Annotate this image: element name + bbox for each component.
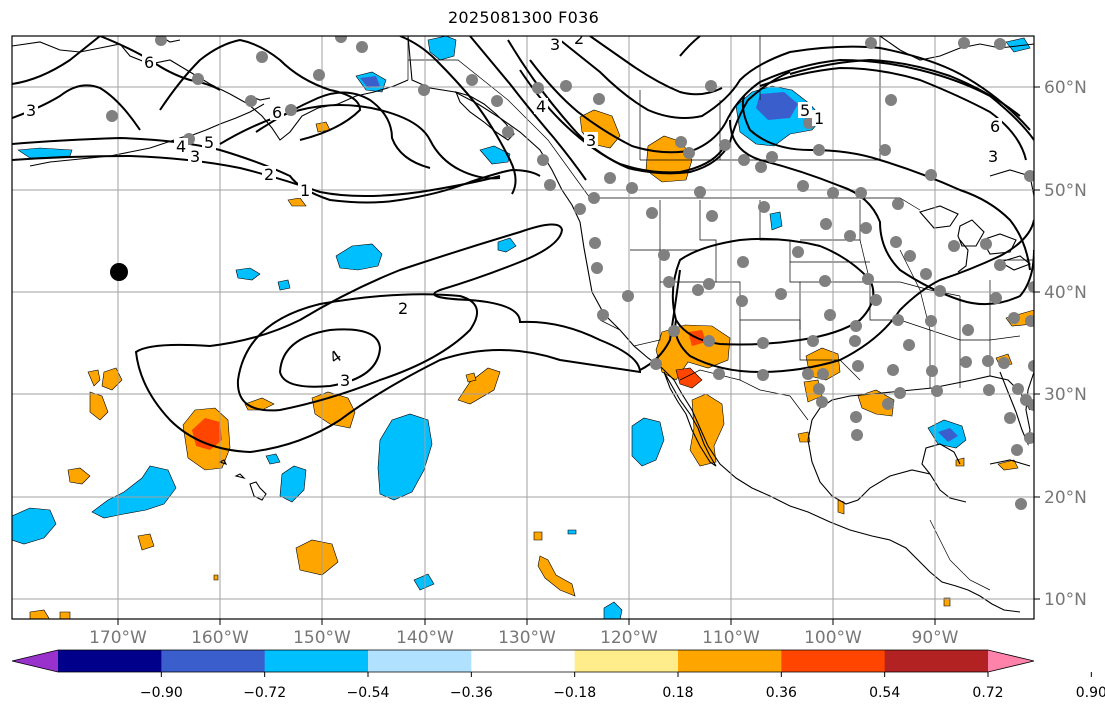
contour-label: 2 <box>264 165 274 184</box>
contour-label: 3 <box>586 131 596 150</box>
contour-label: 2 <box>398 299 408 318</box>
lon-label: 150°W <box>293 628 351 648</box>
contour-label: 3 <box>190 147 200 166</box>
colorbar-bin <box>161 650 266 672</box>
contour-label: 6 <box>990 117 1000 136</box>
colorbar-bin <box>781 650 886 672</box>
contour-label: 6 <box>272 103 282 122</box>
tick-marks <box>117 86 1040 625</box>
colorbar-tick-label: 0.72 <box>972 685 1003 701</box>
contour-label: 5 <box>204 133 214 152</box>
lon-label: 140°W <box>396 628 454 648</box>
contour-label: 3 <box>26 101 36 120</box>
colorbar-tick-label: −0.90 <box>140 685 183 701</box>
lon-label: 110°W <box>702 628 760 648</box>
contour-label: 2 <box>574 29 584 48</box>
lon-label: 170°W <box>89 628 147 648</box>
colorbar: −0.90 −0.72 −0.54 −0.36 −0.18 0.18 0.36 0.54 0.7… <box>11 649 1105 701</box>
marker-dot <box>110 263 128 281</box>
lon-label: 100°W <box>804 628 862 648</box>
contour-label: 3 <box>550 35 560 54</box>
contour-label: 5 <box>800 101 810 120</box>
lon-label: 130°W <box>498 628 556 648</box>
colorbar-bin <box>264 650 369 672</box>
longitude-labels: 170°W 160°W 150°W 140°W 130°W 120°W 110°… <box>89 628 959 648</box>
contour-label-group: 3 2 3 6 5 4 3 2 1 3 4 6 5 1 <box>24 29 1002 390</box>
contour-lines <box>12 36 1034 454</box>
colorbar-tick-label: −0.18 <box>553 685 596 701</box>
colorbar-extend-low <box>12 650 58 672</box>
colorbar-tick-label: 0.54 <box>869 685 900 701</box>
contour-label: 3 <box>340 371 350 390</box>
lon-label: 120°W <box>600 628 658 648</box>
lon-label: 90°W <box>912 628 959 648</box>
colorbar-tick-label: 0.90 <box>1076 685 1105 701</box>
lat-label: 60°N <box>1044 78 1087 98</box>
colorbar-bin <box>574 650 679 672</box>
lat-label: 30°N <box>1044 385 1087 405</box>
colorbar-bin <box>471 650 576 672</box>
colorbar-bin <box>884 650 989 672</box>
contour-label: 6 <box>144 53 154 72</box>
latitude-labels: 60°N 50°N 40°N 30°N 20°N 10°N <box>1044 78 1087 610</box>
map-title: 2025081300 F036 <box>447 8 600 27</box>
colorbar-tick-label: 0.36 <box>766 685 797 701</box>
contour-label: 1 <box>300 181 310 200</box>
colorbar-tick-label: 0.18 <box>662 685 693 701</box>
colorbar-bin <box>58 650 162 672</box>
lon-label: 160°W <box>191 628 249 648</box>
colorbar-bin <box>368 650 472 672</box>
colorbar-bin <box>678 650 782 672</box>
colorbar-tick-label: −0.54 <box>347 685 390 701</box>
station-dots <box>106 36 1034 510</box>
colorbar-outline <box>11 649 1035 673</box>
shaded-areas <box>12 36 1034 619</box>
lat-label: 40°N <box>1044 283 1087 303</box>
colorbar-extend-high <box>988 650 1034 672</box>
map-background <box>12 36 1034 619</box>
contour-label: 4 <box>536 97 546 116</box>
lat-label: 20°N <box>1044 488 1087 508</box>
contour-label: 3 <box>988 147 998 166</box>
lat-label: 50°N <box>1044 181 1087 201</box>
contour-label: 4 <box>176 137 186 156</box>
lat-label: 10°N <box>1044 590 1087 610</box>
colorbar-tick-label: −0.72 <box>243 685 286 701</box>
map-frame <box>11 35 1035 620</box>
contour-label: 1 <box>814 109 824 128</box>
colorbar-tick-label: −0.36 <box>450 685 493 701</box>
